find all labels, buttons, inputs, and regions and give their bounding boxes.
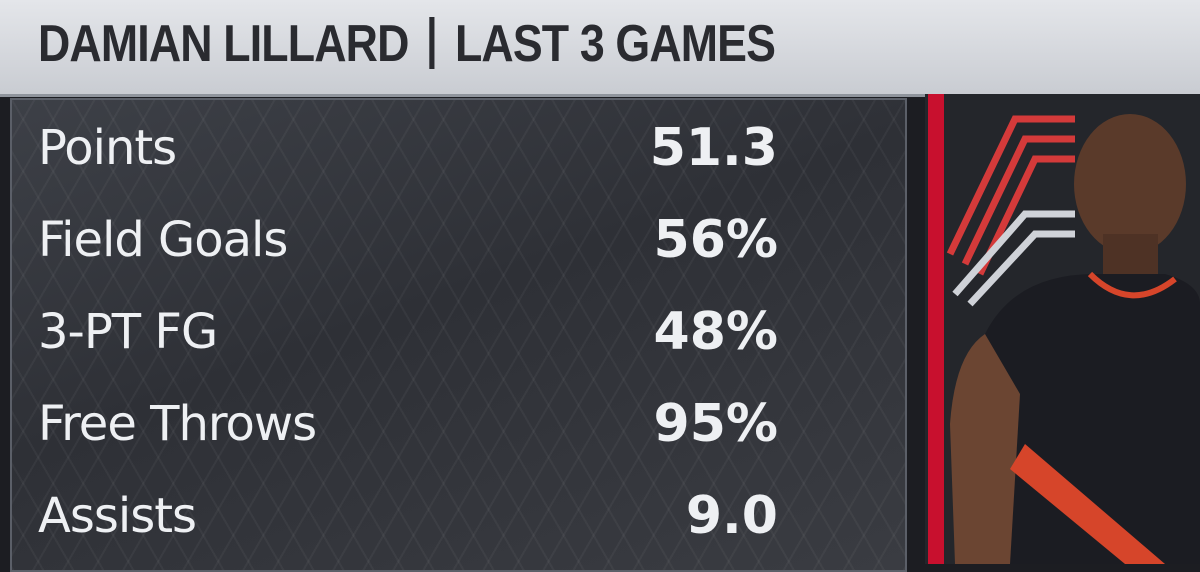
stat-row: Assists 9.0 [38,480,778,560]
stat-row: Points 51.3 [38,112,778,192]
stat-label: Free Throws [38,396,317,452]
red-stripe [928,94,944,564]
stat-row: Free Throws 95% [38,388,778,468]
stat-value: 56% [653,210,778,270]
player-panel [925,94,1200,564]
player-figure [950,114,1200,564]
stat-value: 48% [653,302,778,362]
team-logo [946,115,1075,307]
stat-label: 3-PT FG [38,304,218,360]
player-name: DAMIAN LILLARD [38,15,409,73]
stat-label: Assists [38,488,197,544]
stat-value: 9.0 [685,486,778,546]
header: DAMIAN LILLARD LAST 3 GAMES [0,0,1200,97]
subtitle: LAST 3 GAMES [454,15,776,73]
stat-value: 51.3 [649,118,778,178]
stat-row: 3-PT FG 48% [38,296,778,376]
title: DAMIAN LILLARD LAST 3 GAMES [38,14,776,74]
stats-panel: Points 51.3 Field Goals 56% 3-PT FG 48% Free T… [10,98,907,572]
separator [429,17,435,69]
stat-label: Points [38,120,177,176]
stat-label: Field Goals [38,212,288,268]
stat-value: 95% [653,394,778,454]
stat-row: Field Goals 56% [38,204,778,284]
